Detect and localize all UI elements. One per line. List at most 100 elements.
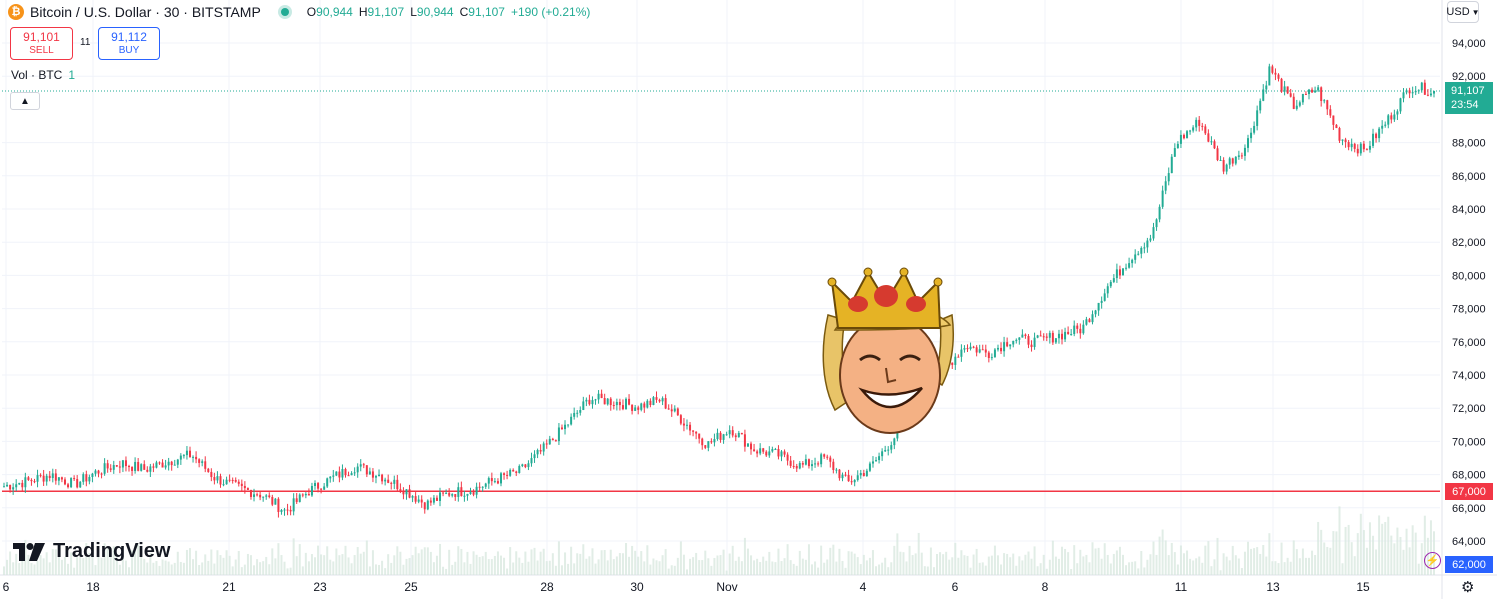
gear-icon[interactable]: ⚙ bbox=[1461, 579, 1475, 596]
volume-bar bbox=[984, 565, 987, 575]
change-value: +190 (+0.21%) bbox=[510, 5, 591, 19]
candle-body bbox=[454, 494, 457, 497]
candle-body bbox=[1329, 109, 1332, 116]
candle-body bbox=[542, 443, 545, 452]
candle-body bbox=[246, 488, 249, 490]
candle-body bbox=[1250, 132, 1253, 139]
volume-bar bbox=[917, 532, 920, 575]
candle-body bbox=[1301, 93, 1304, 103]
volume-bar bbox=[475, 554, 478, 575]
tradingview-logo[interactable]: TradingView bbox=[13, 540, 170, 563]
candle-body bbox=[445, 492, 448, 494]
volume-bar bbox=[1179, 545, 1182, 575]
candle-body bbox=[1067, 331, 1070, 335]
price-axis[interactable]: 94,000 92,000 88,000 86,000 84,000 82,000 80,0… bbox=[1452, 38, 1486, 548]
candle-body bbox=[274, 498, 277, 505]
volume-bar bbox=[704, 550, 707, 575]
candle-body bbox=[493, 481, 496, 483]
candle-body bbox=[853, 480, 856, 483]
volume-bar bbox=[996, 555, 999, 575]
volume-bar bbox=[155, 561, 158, 575]
volume-bar bbox=[725, 570, 728, 575]
candle-body bbox=[820, 454, 823, 465]
volume-bar bbox=[1064, 548, 1067, 575]
candle-body bbox=[1277, 74, 1280, 79]
candle-body bbox=[689, 424, 692, 431]
volume-bar bbox=[466, 551, 469, 575]
candle-body bbox=[124, 460, 127, 467]
volume-bar bbox=[722, 549, 725, 575]
candle-body bbox=[27, 477, 30, 480]
volume-bar bbox=[265, 556, 268, 575]
candle-body bbox=[1314, 90, 1317, 93]
candle-body bbox=[1054, 338, 1057, 343]
volume-bar bbox=[600, 550, 603, 575]
volume-bar bbox=[393, 555, 396, 575]
time-axis[interactable]: 6 18 21 23 25 28 30 Nov 4 6 8 11 13 15 bbox=[3, 580, 1370, 594]
volume-bar bbox=[771, 561, 774, 575]
volume-bar bbox=[838, 548, 841, 575]
candle-body bbox=[1143, 247, 1146, 249]
volume-bar bbox=[506, 568, 509, 575]
volume-bar bbox=[1274, 561, 1277, 575]
candle-body bbox=[1335, 124, 1338, 129]
volume-bar bbox=[1253, 548, 1256, 575]
lightning-icon[interactable]: ⚡ bbox=[1424, 552, 1441, 569]
volume-legend[interactable]: Vol · BTC 1 bbox=[11, 68, 75, 82]
candle-body bbox=[210, 471, 213, 478]
volume-bar bbox=[817, 567, 820, 575]
volume-bar bbox=[966, 555, 969, 575]
volume-bar bbox=[51, 549, 54, 575]
candle-body bbox=[137, 461, 140, 471]
volume-bar bbox=[865, 560, 868, 575]
volume-bar bbox=[576, 553, 579, 575]
volume-bar bbox=[298, 544, 301, 575]
volume-bar bbox=[750, 555, 753, 575]
volume-bar bbox=[1341, 563, 1344, 575]
candle-body bbox=[728, 430, 731, 435]
candle-body bbox=[795, 466, 798, 469]
candle-body bbox=[198, 459, 201, 463]
candle-body bbox=[1307, 89, 1310, 95]
candle-body bbox=[615, 401, 618, 406]
candle-body bbox=[557, 427, 560, 442]
volume-bar bbox=[249, 555, 252, 575]
candle-body bbox=[1286, 86, 1289, 94]
candle-body bbox=[865, 470, 868, 477]
candle-body bbox=[704, 445, 707, 448]
volume-bar bbox=[884, 557, 887, 575]
symbol-header[interactable]: ₿ Bitcoin / U.S. Dollar · 30 · BITSTAMP … bbox=[8, 2, 590, 22]
chevron-up-icon: ▲ bbox=[20, 95, 30, 107]
sell-button[interactable]: 91,101 SELL bbox=[10, 27, 73, 60]
collapse-legend-button[interactable]: ▲ bbox=[10, 92, 40, 110]
volume-bar bbox=[899, 551, 902, 575]
volume-bar bbox=[18, 563, 21, 575]
volume-bar bbox=[134, 547, 137, 575]
volume-bar bbox=[274, 558, 277, 575]
currency-selector[interactable]: USD ▼ bbox=[1446, 1, 1480, 23]
volume-bar bbox=[1015, 565, 1018, 575]
candle-body bbox=[667, 408, 670, 410]
candle-body bbox=[249, 489, 252, 497]
volume-bar bbox=[570, 546, 573, 575]
candle-body bbox=[1356, 148, 1359, 154]
volume-bar bbox=[234, 559, 237, 575]
buy-button[interactable]: 91,112 BUY bbox=[98, 27, 160, 60]
volume-bar bbox=[926, 566, 929, 575]
candle-body bbox=[1167, 173, 1170, 182]
volume-bar bbox=[1396, 527, 1399, 575]
volume-bar bbox=[530, 549, 533, 575]
candle-body bbox=[85, 474, 88, 482]
volume-bar bbox=[679, 541, 682, 575]
candle-body bbox=[807, 459, 810, 467]
candle-body bbox=[518, 466, 521, 474]
candle-body bbox=[33, 481, 36, 483]
volume-bar bbox=[451, 564, 454, 575]
volume-bar bbox=[347, 557, 350, 575]
y-tick-label: 66,000 bbox=[1452, 503, 1486, 515]
volume-bar bbox=[481, 556, 484, 575]
candle-body bbox=[457, 487, 460, 497]
symbol-title[interactable]: Bitcoin / U.S. Dollar · 30 · BITSTAMP bbox=[30, 4, 261, 20]
candle-body bbox=[118, 466, 121, 468]
